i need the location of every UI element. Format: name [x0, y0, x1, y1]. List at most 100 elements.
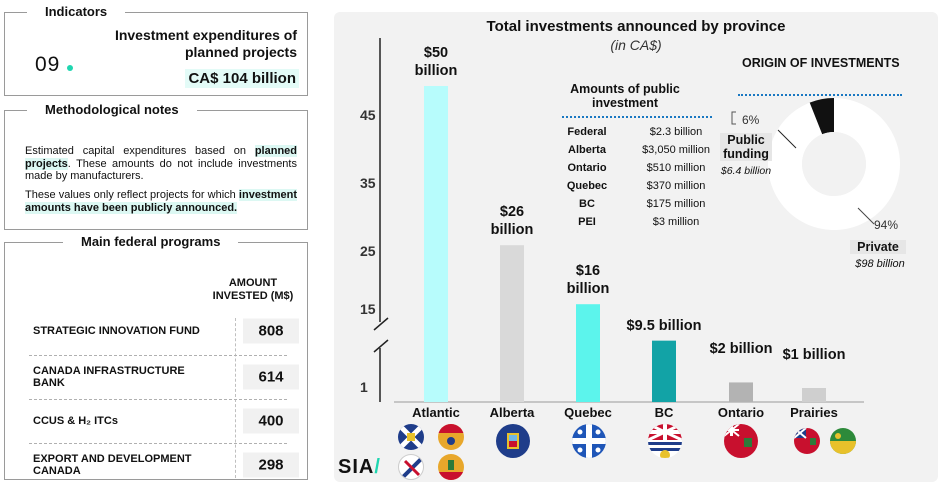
public-investment-name: Quebec: [566, 180, 608, 192]
category-label: Alberta: [489, 405, 535, 420]
newfoundland-flag-icon: [398, 454, 424, 480]
bar-atlantic: [424, 86, 448, 402]
program-name: CCUS & H₂ ITCs: [33, 415, 118, 427]
category-label: BC: [654, 405, 674, 420]
public-investment-row: Quebec $370 million: [556, 180, 716, 197]
program-row: CCUS & H₂ ITCs 400: [29, 399, 301, 443]
programs-amount-header: AMOUNT INVESTED (M$): [212, 277, 294, 302]
program-row: EXPORT AND DEVELOPMENT CANADA 298: [29, 443, 301, 484]
sia-logo: SIA/: [338, 456, 381, 479]
public-investment-name: Alberta: [568, 144, 606, 156]
donut-hole: [802, 132, 866, 196]
bar-data-label: $1 billion: [782, 347, 846, 363]
y-tick-label: 45: [360, 107, 376, 123]
public-funding-label: Public funding: [720, 133, 772, 161]
new-brunswick-flag-icon: [438, 424, 464, 450]
note-text: Estimated capital expenditures based on: [25, 145, 255, 157]
bar-data-label: $50 billion: [414, 45, 458, 79]
public-investment-row: Ontario $510 million: [556, 162, 716, 179]
y-tick-label: 35: [360, 175, 376, 191]
saskatchewan-flag-icon: [830, 428, 856, 454]
program-row: CANADA INFRASTRUCTURE BANK 614: [29, 355, 301, 399]
program-value: 808: [243, 318, 299, 344]
program-value: 298: [243, 452, 299, 478]
bar-data-label: $26 billion: [490, 204, 534, 239]
ontario-flag-icon: [724, 424, 758, 458]
public-investment-value: $2.3 billion: [649, 126, 703, 138]
leader-line: [777, 129, 797, 149]
indicators-title: Indicators: [27, 4, 126, 19]
methodology-note-1: Estimated capital expenditures based on …: [25, 145, 297, 183]
private-label: Private: [850, 240, 906, 254]
origin-divider: [738, 94, 902, 96]
category-label: Prairies: [790, 405, 838, 420]
public-investment-row: Alberta $3,050 million: [556, 144, 716, 161]
logo-slash: /: [374, 456, 381, 478]
public-share-label: 6%: [742, 113, 760, 127]
program-name: STRATEGIC INNOVATION FUND: [33, 325, 200, 337]
bc-flag-icon: [648, 424, 682, 458]
public-investment-value: $3,050 million: [642, 144, 710, 156]
indicator-title: Investment expenditures of planned proje…: [114, 27, 297, 60]
private-share-label: 94%: [874, 218, 899, 232]
category-label: Atlantic: [412, 405, 460, 420]
indicator-dot: [67, 65, 73, 71]
note-text: These values only reflect projects for w…: [25, 189, 239, 201]
bar-alberta: [500, 245, 524, 402]
axis-break-mark: [373, 317, 389, 331]
public-investment-name: BC: [579, 198, 595, 210]
public-investment-row: BC $175 million: [556, 198, 716, 215]
public-funding-amount: $6.4 billion: [720, 165, 772, 177]
nova-scotia-flag-icon: [398, 424, 424, 450]
programs-title: Main federal programs: [63, 234, 239, 249]
donut-slice-public: [809, 98, 834, 135]
programs-divider-vertical: [235, 318, 236, 478]
bar-data-label: $9.5 billion: [626, 317, 702, 334]
public-investment-name: PEI: [578, 216, 596, 228]
chart-canvas: [373, 38, 900, 403]
methodology-note-2: These values only reflect projects for w…: [25, 189, 297, 214]
indicator-number: 09: [35, 53, 61, 76]
bar-prairies: [802, 388, 826, 402]
methodology-title: Methodological notes: [27, 102, 197, 117]
program-name: CANADA INFRASTRUCTURE BANK: [33, 365, 185, 389]
program-value: 400: [243, 408, 299, 434]
methodology-panel: Methodological notes Estimated capital e…: [4, 102, 308, 230]
logo-text: SIA: [338, 456, 375, 478]
public-investment-row: Federal $2.3 billion: [556, 126, 716, 143]
quebec-flag-icon: [572, 424, 606, 458]
public-investment-title: Amounts of public investment: [570, 82, 680, 110]
program-divider: [29, 355, 287, 356]
public-investment-name: Federal: [567, 126, 607, 138]
origin-title: ORIGIN OF INVESTMENTS: [742, 56, 900, 70]
bracket-mark: [731, 111, 736, 125]
y-tick-label: 1: [360, 379, 368, 395]
leader-line: [857, 207, 875, 225]
public-investment-value: $3 million: [652, 216, 700, 228]
bar-ontario: [729, 382, 753, 402]
y-tick-label: 15: [360, 301, 376, 317]
program-divider: [29, 443, 287, 444]
program-divider: [29, 399, 287, 400]
category-label: Quebec: [564, 405, 612, 420]
indicator-value: CA$ 104 billion: [185, 69, 299, 88]
bar-data-label: $2 billion: [709, 341, 773, 358]
public-investment-value: $510 million: [646, 162, 706, 174]
chart-subtitle: (in CA$): [610, 37, 662, 53]
note-text: . These amounts do not include investmen…: [25, 157, 297, 183]
program-name: EXPORT AND DEVELOPMENT CANADA: [33, 453, 192, 477]
chart-panel: Total investments announced by province …: [334, 12, 938, 482]
axis-break-mark: [373, 339, 389, 353]
program-value: 614: [243, 364, 299, 390]
programs-panel: Main federal programs AMOUNT INVESTED (M…: [4, 234, 308, 480]
chart-title: Total investments announced by province: [486, 18, 786, 35]
bar-quebec: [576, 304, 600, 402]
indicators-panel: Indicators 09 Investment expenditures of…: [4, 4, 308, 96]
y-tick-label: 25: [360, 243, 376, 259]
public-investment-row: PEI $3 million: [556, 216, 716, 233]
private-amount: $98 billion: [855, 258, 905, 270]
public-investment-divider: [562, 116, 712, 118]
program-row: STRATEGIC INNOVATION FUND 808: [29, 309, 301, 353]
manitoba-flag-icon: [794, 428, 820, 454]
category-label: Ontario: [717, 405, 765, 420]
